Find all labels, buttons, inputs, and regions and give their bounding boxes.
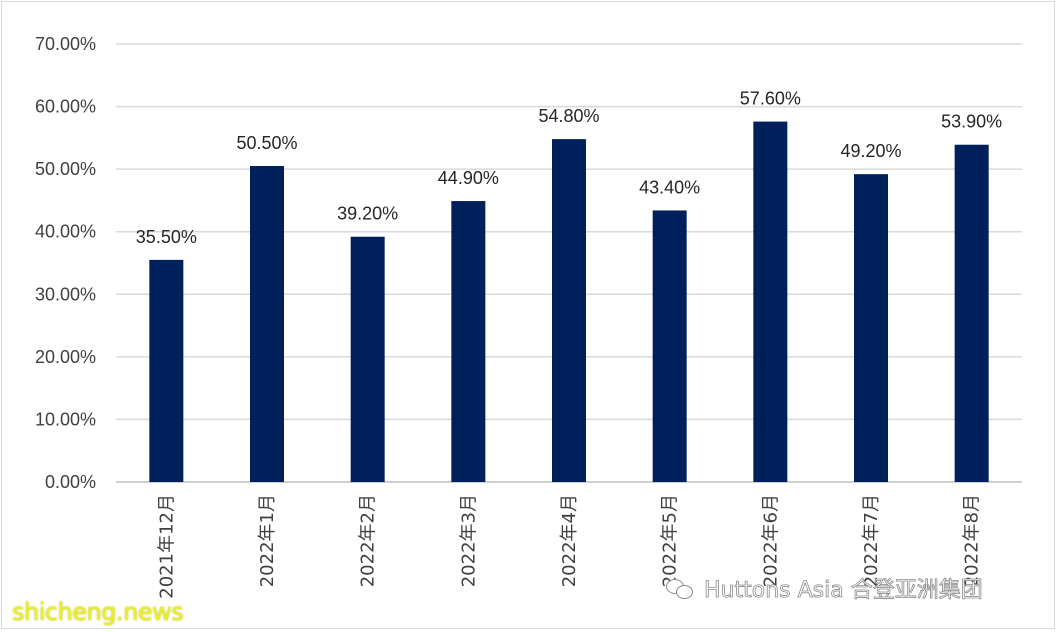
- y-tick-label: 20.00%: [35, 347, 96, 367]
- y-tick-label: 0.00%: [45, 472, 96, 492]
- site-watermark: shicheng.news: [12, 598, 184, 626]
- y-tick-label: 30.00%: [35, 284, 96, 304]
- data-label: 44.90%: [438, 168, 499, 188]
- bar: [652, 210, 687, 482]
- bar: [854, 174, 888, 483]
- y-tick-label: 10.00%: [35, 409, 96, 429]
- data-label: 43.40%: [639, 177, 700, 197]
- y-tick-label: 60.00%: [35, 97, 96, 117]
- bar: [250, 166, 284, 482]
- brand-watermark: Huttons Asia 合登亚洲集团: [666, 572, 983, 604]
- bar: [350, 236, 385, 482]
- x-tick-label: 2022年7月: [861, 494, 882, 587]
- data-label: 57.60%: [740, 89, 801, 109]
- data-label: 54.80%: [538, 106, 599, 126]
- data-label: 39.20%: [337, 204, 398, 224]
- data-label: 35.50%: [136, 227, 197, 247]
- y-tick-label: 50.00%: [35, 159, 96, 179]
- x-tick-label: 2022年4月: [559, 494, 580, 587]
- bar: [149, 259, 184, 482]
- bar: [753, 121, 788, 483]
- x-tick-label: 2021年12月: [156, 494, 177, 599]
- y-tick-label: 40.00%: [35, 222, 96, 242]
- x-tick-label: 2022年3月: [458, 494, 479, 587]
- data-label: 53.90%: [941, 112, 1002, 132]
- data-label: 49.20%: [840, 141, 901, 161]
- bar: [552, 139, 586, 482]
- x-tick-label: 2022年1月: [257, 494, 278, 587]
- brand-watermark-text: Huttons Asia 合登亚洲集团: [704, 578, 984, 604]
- bar: [954, 144, 989, 483]
- x-tick-label: 2022年2月: [358, 494, 379, 587]
- x-tick-label: 2022年6月: [760, 494, 781, 587]
- y-tick-label: 70.00%: [35, 34, 96, 54]
- x-tick-label: 2022年8月: [962, 494, 983, 587]
- wechat-icon: [666, 577, 696, 599]
- data-label: 50.50%: [236, 133, 297, 153]
- bar: [451, 201, 486, 482]
- x-tick-label: 2022年5月: [660, 494, 681, 587]
